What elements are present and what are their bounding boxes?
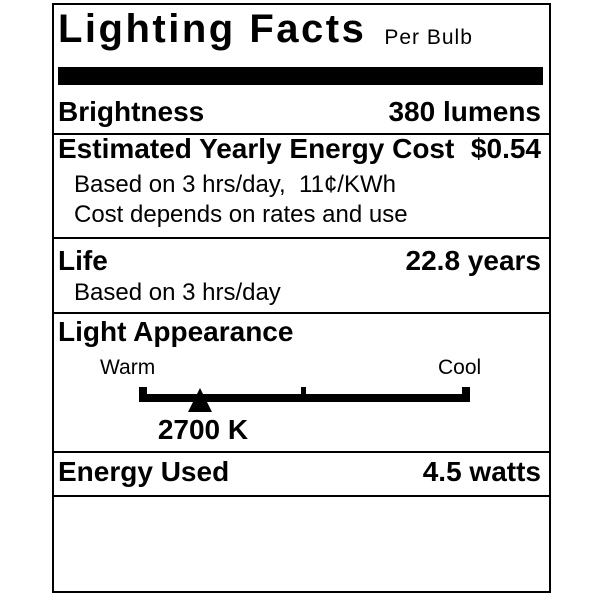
per-bulb-subtitle: Per Bulb xyxy=(384,26,473,49)
light-appearance-label: Light Appearance xyxy=(58,316,294,347)
life-row: Life 22.8 years xyxy=(58,247,541,275)
brightness-label: Brightness xyxy=(58,96,205,127)
energy-cost-value: $0.54 xyxy=(470,133,541,164)
light-appearance-row: Light Appearance xyxy=(58,318,541,346)
brightness-value: 380 lumens xyxy=(388,96,541,127)
brightness-row: Brightness 380 lumens xyxy=(58,98,541,126)
header-divider-bar xyxy=(58,67,543,85)
section-divider xyxy=(54,133,549,135)
scale-warm-label: Warm xyxy=(100,356,156,379)
header-row: Lighting Facts Per Bulb xyxy=(58,9,545,49)
lighting-facts-label: Lighting Facts Per Bulb Brightness 380 l… xyxy=(52,3,551,593)
energy-cost-row: Estimated Yearly Energy Cost $0.54 xyxy=(58,135,541,163)
energy-used-value: 4.5 watts xyxy=(422,456,541,487)
scale-tick-right xyxy=(462,387,470,402)
scale-tick-left xyxy=(139,387,147,402)
triangle-marker-icon xyxy=(188,388,212,412)
scale-tick-middle xyxy=(301,387,306,402)
color-temperature-value: 2700 K xyxy=(157,414,249,445)
energy-cost-rate-note: Based on 3 hrs/day, 11¢/KWh xyxy=(74,171,396,198)
energy-cost-label: Estimated Yearly Energy Cost xyxy=(58,133,455,164)
scale-cool-label: Cool xyxy=(438,356,482,379)
energy-used-label: Energy Used xyxy=(58,456,230,487)
life-note: Based on 3 hrs/day xyxy=(74,279,281,306)
section-divider xyxy=(54,451,549,453)
life-value: 22.8 years xyxy=(405,245,541,276)
energy-used-row: Energy Used 4.5 watts xyxy=(58,458,541,486)
section-divider xyxy=(54,237,549,239)
section-divider xyxy=(54,495,549,497)
life-label: Life xyxy=(58,245,108,276)
energy-cost-disclaimer-note: Cost depends on rates and use xyxy=(74,201,408,228)
section-divider xyxy=(54,312,549,314)
label-title: Lighting Facts xyxy=(58,7,367,51)
